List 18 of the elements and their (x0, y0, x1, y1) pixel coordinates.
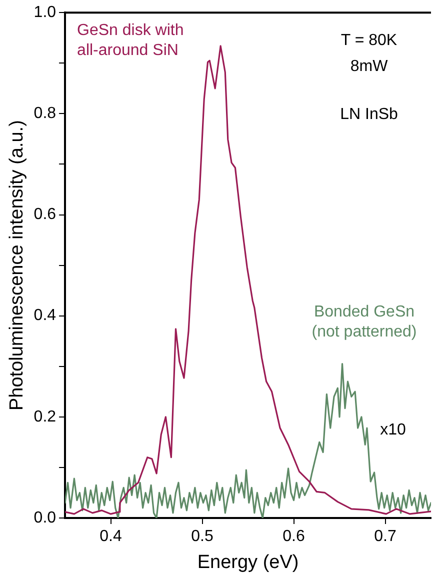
annotation: LN InSb (340, 106, 398, 124)
x-tick-label: 0.4 (100, 528, 122, 546)
series-label: GeSn disk with all-around SiN (77, 22, 184, 60)
text: Bonded GeSn (not patterned) (312, 303, 417, 340)
x-tick-label: 0.6 (282, 528, 305, 546)
y-tick-label: 0.2 (34, 408, 56, 426)
y-tick-label: 0.8 (34, 105, 56, 122)
y-axis-title: Photoluminescence intensity (a.u.) (6, 120, 28, 411)
y-tick-label: 1.0 (34, 4, 56, 22)
annotation: x10 (380, 421, 406, 438)
y-tick-label: 0.0 (34, 509, 56, 526)
annotation: T = 80K (340, 32, 398, 50)
annotation: 8mW (350, 58, 389, 76)
x-axis-title: Energy (eV) (197, 552, 299, 573)
y-tick-label: 0.6 (34, 206, 56, 224)
x-tick-label: 0.7 (374, 528, 396, 546)
y-tick-label: 0.4 (34, 307, 56, 324)
x-tick-label: 0.5 (191, 528, 214, 546)
